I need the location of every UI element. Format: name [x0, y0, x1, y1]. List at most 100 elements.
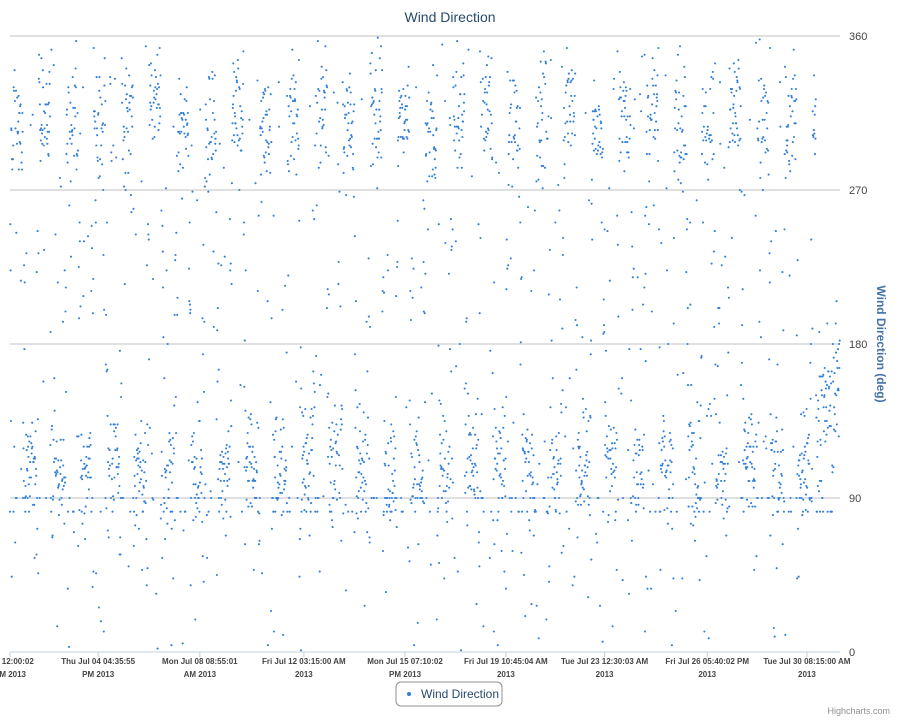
data-point[interactable]: [665, 187, 668, 190]
data-point[interactable]: [409, 318, 412, 322]
data-point[interactable]: [210, 135, 213, 139]
data-point[interactable]: [601, 640, 604, 643]
data-point[interactable]: [150, 452, 153, 455]
data-point[interactable]: [268, 125, 271, 128]
data-point[interactable]: [136, 452, 139, 455]
data-point[interactable]: [547, 115, 550, 118]
data-point[interactable]: [165, 269, 168, 272]
data-point[interactable]: [286, 510, 289, 513]
data-point[interactable]: [707, 178, 710, 181]
data-point[interactable]: [337, 454, 340, 457]
data-point[interactable]: [137, 464, 140, 467]
data-point[interactable]: [117, 491, 120, 494]
data-point[interactable]: [392, 479, 395, 482]
data-point[interactable]: [416, 483, 419, 486]
data-point[interactable]: [235, 127, 238, 130]
data-point[interactable]: [49, 496, 52, 500]
data-point[interactable]: [796, 472, 799, 476]
data-point[interactable]: [152, 89, 155, 92]
data-point[interactable]: [56, 281, 59, 284]
data-point[interactable]: [399, 106, 402, 109]
data-point[interactable]: [274, 510, 277, 513]
data-point[interactable]: [697, 510, 701, 513]
data-point[interactable]: [362, 411, 365, 414]
data-point[interactable]: [527, 461, 530, 464]
data-point[interactable]: [418, 461, 421, 464]
data-point[interactable]: [260, 99, 263, 103]
data-point[interactable]: [186, 122, 189, 125]
data-point[interactable]: [617, 315, 620, 318]
data-point[interactable]: [213, 74, 216, 77]
data-point[interactable]: [658, 346, 661, 349]
data-point[interactable]: [91, 496, 94, 500]
data-point[interactable]: [799, 478, 802, 481]
data-point[interactable]: [228, 218, 231, 221]
data-point[interactable]: [171, 510, 174, 513]
data-point[interactable]: [299, 346, 302, 349]
data-point[interactable]: [422, 310, 425, 313]
data-point[interactable]: [500, 549, 503, 553]
data-point[interactable]: [244, 469, 248, 472]
data-point[interactable]: [284, 469, 288, 472]
data-point[interactable]: [671, 496, 674, 500]
credits-link[interactable]: Highcharts.com: [827, 706, 890, 716]
data-point[interactable]: [36, 418, 39, 421]
data-point[interactable]: [570, 94, 573, 97]
data-point[interactable]: [264, 151, 267, 154]
data-point[interactable]: [121, 158, 124, 161]
data-point[interactable]: [303, 508, 306, 512]
data-point[interactable]: [653, 111, 656, 115]
data-point[interactable]: [113, 77, 117, 80]
data-point[interactable]: [110, 478, 113, 481]
data-point[interactable]: [262, 117, 265, 120]
data-point[interactable]: [648, 153, 651, 156]
data-point[interactable]: [742, 510, 745, 513]
data-point[interactable]: [449, 123, 452, 127]
data-point[interactable]: [240, 117, 243, 120]
data-point[interactable]: [263, 87, 267, 91]
data-point[interactable]: [564, 122, 567, 125]
data-point[interactable]: [757, 421, 760, 424]
data-point[interactable]: [312, 382, 315, 385]
data-point[interactable]: [600, 156, 604, 159]
data-point[interactable]: [330, 455, 333, 458]
data-point[interactable]: [151, 137, 154, 140]
data-point[interactable]: [204, 118, 208, 121]
data-point[interactable]: [109, 423, 112, 426]
data-point[interactable]: [386, 496, 389, 500]
data-point[interactable]: [625, 118, 628, 121]
data-point[interactable]: [132, 496, 135, 500]
data-point[interactable]: [415, 86, 418, 89]
data-point[interactable]: [449, 478, 452, 481]
data-point[interactable]: [229, 399, 233, 402]
data-point[interactable]: [645, 206, 648, 209]
data-point[interactable]: [616, 214, 619, 217]
data-point[interactable]: [105, 221, 109, 224]
data-point[interactable]: [147, 238, 150, 241]
data-point[interactable]: [431, 110, 434, 113]
data-point[interactable]: [328, 426, 331, 429]
data-point[interactable]: [653, 69, 656, 72]
data-point[interactable]: [184, 510, 187, 513]
data-point[interactable]: [23, 281, 26, 284]
data-point[interactable]: [830, 370, 833, 373]
data-point[interactable]: [328, 462, 331, 465]
data-point[interactable]: [610, 484, 613, 488]
data-point[interactable]: [723, 479, 726, 482]
data-point[interactable]: [155, 93, 158, 96]
data-point[interactable]: [516, 149, 519, 152]
data-point[interactable]: [339, 418, 343, 421]
data-point[interactable]: [453, 139, 456, 142]
data-point[interactable]: [361, 498, 364, 501]
data-point[interactable]: [805, 407, 808, 411]
data-point[interactable]: [725, 510, 728, 513]
data-point[interactable]: [178, 77, 181, 80]
data-point[interactable]: [564, 435, 567, 438]
data-point[interactable]: [709, 87, 712, 91]
data-point[interactable]: [362, 476, 365, 479]
data-point[interactable]: [742, 462, 745, 465]
data-point[interactable]: [728, 505, 731, 508]
data-point[interactable]: [754, 214, 757, 217]
data-point[interactable]: [664, 459, 667, 462]
data-point[interactable]: [218, 467, 221, 470]
